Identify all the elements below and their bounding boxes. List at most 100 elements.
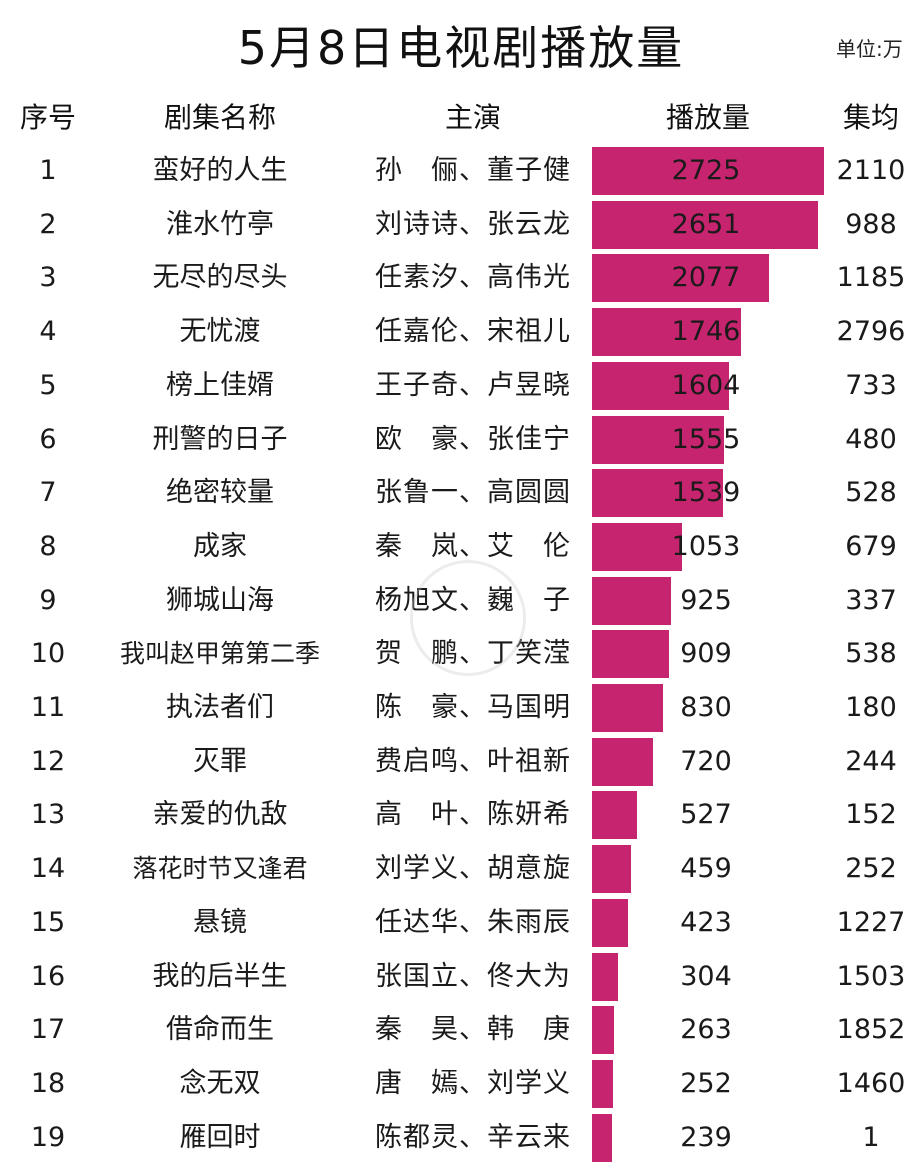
views-value-label: 1053	[671, 530, 741, 562]
views-bar	[592, 200, 818, 249]
views-bar	[592, 845, 632, 894]
views-value-label: 304	[680, 960, 732, 992]
rank-cell: 18	[30, 1067, 66, 1099]
episode-avg-cell: 2110	[836, 155, 906, 186]
table-row: 7 绝密较量 张鲁一、高圆圆 1539 528	[0, 466, 922, 520]
rank-cell: 2	[39, 208, 57, 240]
views-value-label: 1746	[671, 316, 741, 348]
actors-cell: 刘诗诗、张云龙	[375, 208, 571, 240]
header-avg: 集均	[842, 101, 899, 134]
views-value-label: 830	[680, 692, 732, 723]
drama-name-cell: 悬镜	[193, 906, 247, 938]
table-row: 14 落花时节又逢君 刘学义、胡意旋 459 252	[0, 842, 922, 896]
episode-avg-cell: 480	[845, 423, 897, 455]
drama-name-cell: 狮城山海	[166, 584, 274, 616]
episode-avg-cell: 988	[845, 208, 897, 240]
drama-name-cell: 榜上佳婿	[166, 369, 274, 401]
rank-cell: 16	[30, 960, 66, 992]
episode-avg-cell: 1185	[836, 262, 906, 294]
episode-avg-cell: 1227	[836, 906, 906, 938]
episode-avg-cell: 538	[845, 638, 897, 670]
drama-name-cell: 无尽的尽头	[152, 262, 288, 294]
table-row: 5 榜上佳婿 王子奇、卢昱晓 1604 733	[0, 359, 922, 413]
table-row: 17 借命而生 秦 昊、韩 庚 263 1852	[0, 1003, 922, 1057]
views-bar	[592, 308, 741, 357]
actors-cell: 张国立、佟大为	[375, 960, 571, 992]
views-value-label: 459	[680, 853, 732, 885]
drama-name-cell: 我叫赵甲第第二季	[119, 639, 320, 669]
drama-name-cell: 蛮好的人生	[152, 155, 288, 186]
episode-avg-cell: 679	[845, 530, 897, 562]
views-value-label: 925	[680, 584, 732, 616]
chart-title: 5月8日电视剧播放量	[237, 21, 685, 75]
views-value-label: 1555	[671, 423, 741, 455]
table-row: 13 亲爱的仇敌 高 叶、陈妍希 527 152	[0, 788, 922, 842]
header-actors: 主演	[444, 101, 501, 134]
rank-cell: 17	[30, 1014, 66, 1046]
actors-cell: 唐 嫣、刘学义	[375, 1067, 571, 1099]
drama-name-cell: 淮水竹亭	[166, 208, 274, 240]
episode-avg-cell: 733	[845, 369, 897, 401]
drama-name-cell: 借命而生	[166, 1014, 274, 1046]
rank-cell: 5	[39, 369, 57, 401]
episode-avg-cell: 152	[845, 799, 897, 831]
table-row: 19 雁回时 陈都灵、辛云来 239 1	[0, 1111, 922, 1164]
actors-cell: 贺 鹏、丁笑滢	[375, 638, 571, 670]
views-value-label: 2651	[671, 208, 741, 240]
rank-cell: 10	[30, 638, 66, 670]
drama-name-cell: 我的后半生	[152, 960, 288, 992]
actors-cell: 陈都灵、辛云来	[375, 1121, 571, 1153]
views-value-label: 239	[680, 1121, 732, 1153]
header-name: 剧集名称	[163, 101, 276, 134]
episode-avg-cell: 528	[845, 477, 897, 509]
table-row: 18 念无双 唐 嫣、刘学义 252 1460	[0, 1057, 922, 1111]
episode-avg-cell: 1	[862, 1121, 880, 1153]
actors-cell: 高 叶、陈妍希	[375, 799, 571, 831]
table-row: 16 我的后半生 张国立、佟大为 304 1503	[0, 950, 922, 1004]
views-bar	[592, 1059, 614, 1108]
table-row: 6 刑警的日子 欧 豪、张佳宁 1555 480	[0, 413, 922, 467]
actors-cell: 任达华、朱雨辰	[375, 906, 571, 938]
actors-cell: 费启鸣、叶祖新	[375, 745, 571, 777]
rank-cell: 3	[39, 262, 57, 294]
drama-name-cell: 念无双	[179, 1067, 261, 1099]
views-bar	[592, 684, 663, 732]
header-views: 播放量	[665, 101, 750, 134]
views-bar	[592, 737, 654, 786]
rank-cell: 11	[30, 692, 66, 723]
rank-cell: 8	[39, 530, 57, 562]
table-row: 3 无尽的尽头 任素汐、高伟光 2077 1185	[0, 251, 922, 305]
episode-avg-cell: 244	[845, 745, 897, 777]
views-bar	[592, 952, 618, 1001]
actors-cell: 欧 豪、张佳宁	[375, 423, 571, 455]
table-row: 12 灭罪 费启鸣、叶祖新 720 244	[0, 735, 922, 789]
drama-name-cell: 刑警的日子	[152, 423, 288, 455]
drama-name-cell: 灭罪	[193, 745, 247, 777]
views-value-label: 2077	[671, 262, 741, 294]
views-bar	[592, 630, 670, 679]
views-bar	[592, 147, 824, 195]
header-rank: 序号	[19, 101, 76, 134]
drama-name-cell: 亲爱的仇敌	[152, 799, 288, 831]
views-bar	[592, 898, 628, 947]
table-row: 1 蛮好的人生 孙 俪、董子健 2725 2110	[0, 144, 922, 198]
drama-name-cell: 落花时节又逢君	[132, 854, 308, 884]
episode-avg-cell: 1503	[836, 960, 906, 992]
actors-cell: 王子奇、卢昱晓	[375, 369, 571, 401]
views-bar	[592, 1006, 615, 1055]
episode-avg-cell: 1852	[836, 1014, 906, 1046]
views-value-label: 720	[680, 745, 732, 777]
episode-avg-cell: 337	[845, 584, 897, 616]
views-value-label: 252	[680, 1067, 732, 1099]
views-value-label: 909	[680, 638, 732, 670]
rank-cell: 15	[30, 906, 66, 938]
unit-label: 单位:万	[836, 37, 903, 61]
actors-cell: 陈 豪、马国明	[375, 692, 571, 723]
episode-avg-cell: 252	[845, 853, 897, 885]
drama-name-cell: 无忧渡	[179, 316, 261, 348]
views-value-label: 527	[680, 799, 732, 831]
table-row: 15 悬镜 任达华、朱雨辰 423 1227	[0, 896, 922, 950]
episode-avg-cell: 2796	[836, 316, 906, 348]
actors-cell: 孙 俪、董子健	[375, 155, 571, 186]
